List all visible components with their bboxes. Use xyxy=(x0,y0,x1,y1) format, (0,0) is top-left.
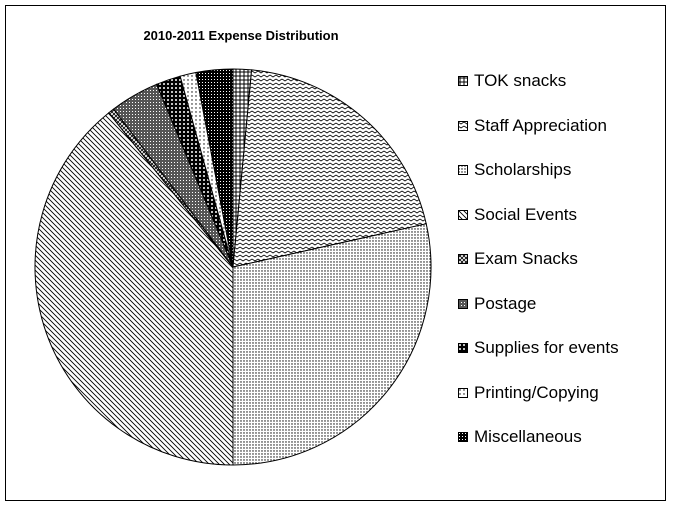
legend-label: Postage xyxy=(474,293,537,313)
legend-item: Scholarships xyxy=(458,160,571,180)
legend-label: Printing/Copying xyxy=(474,382,599,402)
legend-item: TOK snacks xyxy=(458,71,566,91)
legend-swatch xyxy=(458,254,468,264)
legend-item: Social Events xyxy=(458,205,577,225)
legend-swatch xyxy=(458,343,468,353)
legend-swatch xyxy=(458,298,468,309)
legend-label: Supplies for events xyxy=(474,338,619,357)
legend-label: Social Events xyxy=(474,204,577,224)
legend-item: Printing/Copying xyxy=(458,383,599,403)
legend-swatch xyxy=(458,387,468,398)
legend-item: Exam Snacks xyxy=(458,249,578,269)
legend-item: Postage xyxy=(458,294,536,314)
pie-slice-scholarships xyxy=(232,223,432,466)
legend-swatch xyxy=(458,76,468,86)
legend-swatch xyxy=(458,209,468,220)
legend-item: Supplies for events xyxy=(458,338,619,358)
pie-slice-miscellaneous xyxy=(195,68,234,268)
legend-swatch xyxy=(458,120,468,131)
legend-label: Scholarships xyxy=(474,160,572,179)
pie-chart xyxy=(34,68,432,466)
legend-label: TOK snacks xyxy=(474,71,567,90)
legend-label: Miscellaneous xyxy=(474,427,582,446)
chart-title: 2010-2011 Expense Distribution xyxy=(143,28,339,43)
legend-label: Staff Appreciation xyxy=(474,115,607,135)
legend-label: Exam Snacks xyxy=(474,249,578,268)
pie-slice-social-events xyxy=(34,112,234,466)
chart-frame: 2010-2011 Expense Distribution xyxy=(5,5,666,501)
legend-swatch xyxy=(458,432,468,442)
legend-item: Miscellaneous xyxy=(458,427,582,447)
legend-swatch xyxy=(458,165,468,175)
pie-slice-staff-appreciation xyxy=(232,69,427,268)
legend-item: Staff Appreciation xyxy=(458,116,607,136)
